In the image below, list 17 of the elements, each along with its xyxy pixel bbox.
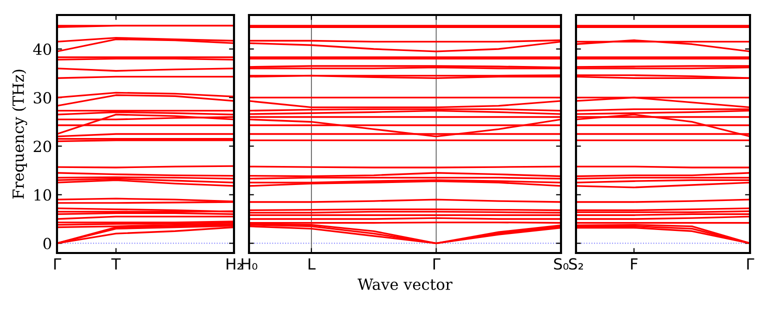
x-tick-label: Γ [747,258,754,270]
y-tick-label: 40 [33,43,52,56]
y-tick-label: 20 [34,140,52,152]
y-tick-label: 30 [34,92,52,104]
x-tick-label: S₀ [554,258,568,270]
x-tick-label: T [111,258,121,270]
x-tick-label: F [631,258,638,270]
x-tick-label: H₂ [226,258,242,270]
x-axis-title: Wave vector [358,278,452,290]
x-tick-label: Γ [54,258,62,270]
x-tick-label: Γ [433,258,440,270]
x-tick-label: S₂ [569,258,583,270]
y-axis-title: Frequency (THz) [12,70,28,199]
y-tick-label: 10 [34,189,52,201]
x-tick-label: H₀ [242,258,258,270]
y-tick-label: 0 [43,238,52,250]
x-tick-label: L [308,258,316,270]
